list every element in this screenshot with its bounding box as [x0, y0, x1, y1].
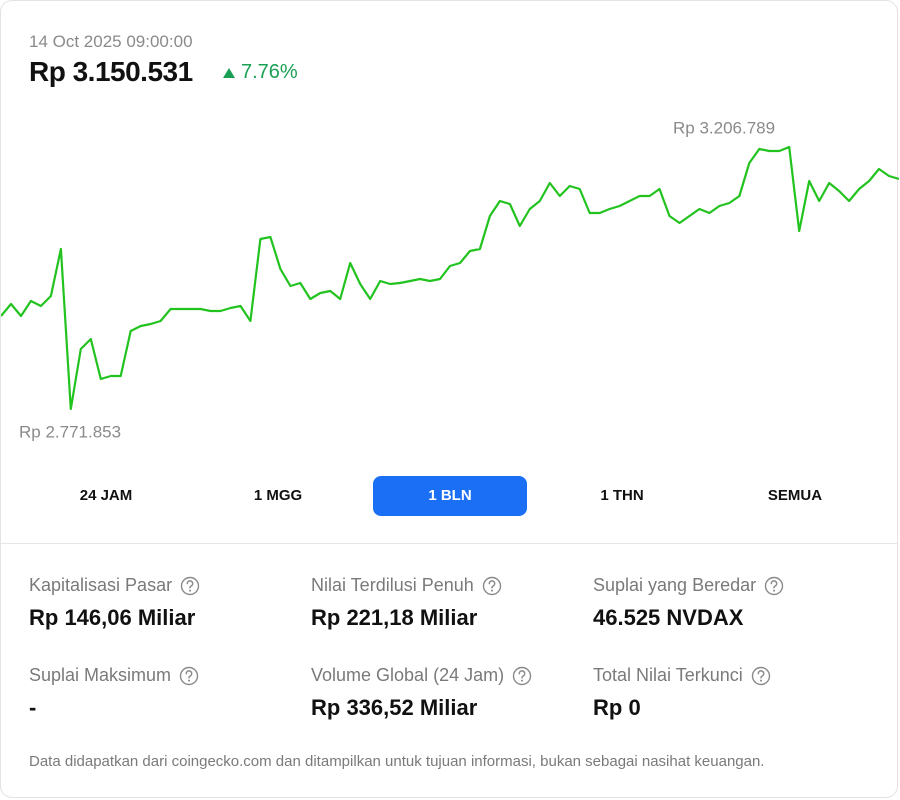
date: 14 Oct 2025 09:00:00 [29, 32, 193, 51]
help-icon [179, 666, 199, 685]
stat-label-text: Kapitalisasi Pasar [29, 575, 173, 595]
up-arrow [223, 67, 235, 78]
help-icon [482, 576, 501, 595]
stat-value: Rp 0 [593, 695, 641, 720]
stat-label-text: Total Nilai Terkunci [593, 665, 743, 685]
help-icon [751, 666, 770, 685]
stat-label: Kapitalisasi Pasar [29, 575, 200, 596]
disclaimer: Data didapatkan dari coingecko.com dan d… [29, 753, 765, 770]
tab[interactable]: SEMUA [767, 487, 823, 504]
min-label: Rp 2.771.853 [19, 422, 121, 441]
stat-value: - [29, 695, 37, 720]
stat-label: Suplai Maksimum [29, 665, 199, 686]
tab[interactable]: 1 THN [600, 487, 644, 504]
stat-label-text: Suplai yang Beredar [593, 575, 757, 595]
stat-label: Volume Global (24 Jam) [311, 665, 532, 686]
stat-label: Nilai Terdilusi Penuh [311, 575, 502, 596]
stat-label-text: Suplai Maksimum [29, 665, 172, 685]
max-label: Rp 3.206.789 [673, 118, 775, 137]
divider [1, 543, 897, 544]
tab[interactable]: 24 JAM [79, 487, 133, 504]
help-icon [512, 666, 532, 685]
stat-label: Total Nilai Terkunci [593, 665, 771, 686]
stat-value: Rp 336,52 Miliar [311, 695, 478, 720]
stat-label-text: Nilai Terdilusi Penuh [311, 575, 474, 595]
stat-value: Rp 221,18 Miliar [311, 605, 478, 630]
tab[interactable]: 1 MGG [253, 487, 303, 504]
stat-value: 46.525 NVDAX [593, 605, 744, 630]
change: 7.76% [223, 61, 298, 84]
tab[interactable]: 1 BLN [373, 476, 527, 516]
stat-label-text: Volume Global (24 Jam) [311, 665, 505, 685]
help-icon [764, 576, 784, 595]
price-line [1, 145, 899, 411]
change-value: 7.76% [241, 61, 298, 83]
stat-label: Suplai yang Beredar [593, 575, 784, 596]
stat-value: Rp 146,06 Miliar [29, 605, 196, 630]
help-icon [180, 576, 200, 595]
price: Rp 3.150.531 [29, 56, 193, 87]
chart: Rp 2.771.853 Rp 3.206.789 [1, 118, 899, 441]
